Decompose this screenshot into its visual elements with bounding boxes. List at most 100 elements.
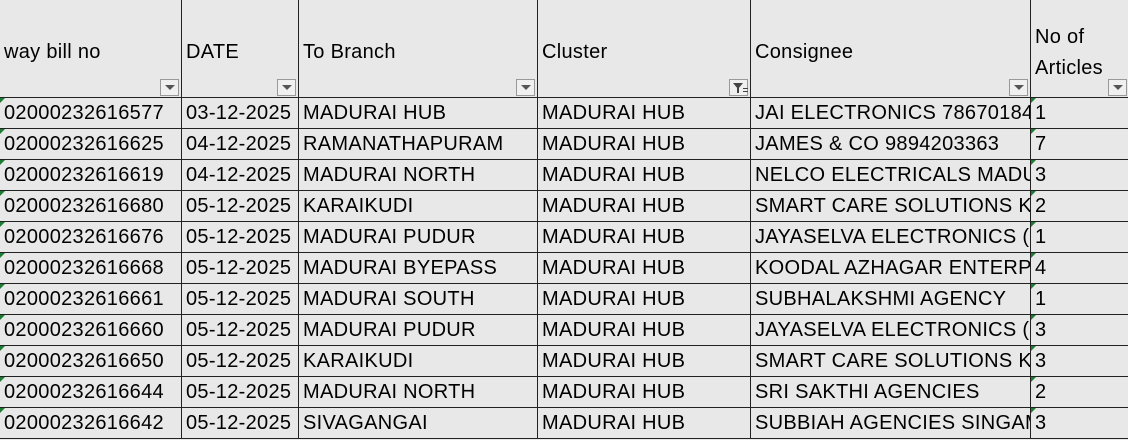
table-cell[interactable]: MADURAI PUDUR [298,314,538,346]
table-cell[interactable]: 02000232616650 [0,345,182,377]
table-cell[interactable]: 02000232616660 [0,314,182,346]
table-cell[interactable]: SUBBIAH AGENCIES SINGAM [750,407,1031,439]
table-cell[interactable]: MADURAI PUDUR [298,221,538,253]
filter-dropdown-button[interactable] [277,79,296,96]
table-cell[interactable]: 05-12-2025 [181,376,299,408]
table-cell[interactable]: 05-12-2025 [181,221,299,253]
table-cell[interactable]: SRI SAKTHI AGENCIES [750,376,1031,408]
cell-value: KOODAL AZHAGAR ENTERPR [755,257,1031,279]
cell-value: MADURAI HUB [542,164,686,186]
number-as-text-indicator-icon [0,98,5,103]
cell-value: KARAIKUDI [303,195,414,217]
table-cell[interactable]: MADURAI HUB [537,252,751,284]
table-cell[interactable]: 02000232616625 [0,128,182,160]
table-cell[interactable]: MADURAI NORTH [298,159,538,191]
table-cell[interactable]: 04-12-2025 [181,159,299,191]
table-cell[interactable]: 02000232616577 [0,97,182,129]
table-cell[interactable]: 1 [1030,283,1128,315]
table-cell[interactable]: 02000232616661 [0,283,182,315]
filter-dropdown-button[interactable] [1108,79,1127,96]
cell-value: MADURAI NORTH [303,164,476,186]
table-cell[interactable]: MADURAI HUB [537,283,751,315]
table-cell[interactable]: 02000232616680 [0,190,182,222]
column-header[interactable]: To Branch [298,0,538,98]
table-cell[interactable]: 05-12-2025 [181,314,299,346]
column-header[interactable]: DATE [181,0,299,98]
table-cell[interactable]: 3 [1030,345,1128,377]
table-row: 02000232616650 05-12-2025 KARAIKUDI MADURAI… [0,345,1128,377]
table-cell[interactable]: 2 [1030,376,1128,408]
cell-value: MADURAI HUB [542,195,686,217]
table-cell[interactable]: 1 [1030,97,1128,129]
table-cell[interactable]: SUBHALAKSHMI AGENCY [750,283,1031,315]
table-cell[interactable]: MADURAI BYEPASS [298,252,538,284]
table-cell[interactable]: JAYASELVA ELECTRONICS ( A [750,314,1031,346]
table-cell[interactable]: MADURAI HUB [537,159,751,191]
table-cell[interactable]: MADURAI HUB [537,376,751,408]
table-cell[interactable]: 3 [1030,314,1128,346]
cell-value: SMART CARE SOLUTIONS KA [755,195,1031,217]
table-cell[interactable]: 2 [1030,190,1128,222]
table-cell[interactable]: MADURAI HUB [537,221,751,253]
table-cell[interactable]: MADURAI SOUTH [298,283,538,315]
table-cell[interactable]: MADURAI HUB [537,190,751,222]
table-cell[interactable]: 05-12-2025 [181,283,299,315]
table-cell[interactable]: JAYASELVA ELECTRONICS ( A [750,221,1031,253]
table-cell[interactable]: 02000232616619 [0,159,182,191]
table-cell[interactable]: 05-12-2025 [181,345,299,377]
cell-value: SMART CARE SOLUTIONS KA [755,350,1031,372]
column-header[interactable]: No of Articles [1030,0,1128,98]
table-cell[interactable]: KOODAL AZHAGAR ENTERPR [750,252,1031,284]
table-cell[interactable]: MADURAI NORTH [298,376,538,408]
table-row: 02000232616577 03-12-2025 MADURAI HUB MADUR… [0,97,1128,129]
table-cell[interactable]: JAI ELECTRONICS 78670184 [750,97,1031,129]
cell-value: MADURAI HUB [542,226,686,248]
table-cell[interactable]: KARAIKUDI [298,190,538,222]
table-row: 02000232616644 05-12-2025 MADURAI NORTH MAD… [0,376,1128,408]
table-cell[interactable]: SMART CARE SOLUTIONS KA [750,345,1031,377]
table-cell[interactable]: 4 [1030,252,1128,284]
cell-value: MADURAI HUB [542,257,686,279]
table-cell[interactable]: JAMES & CO 9894203363 [750,128,1031,160]
table-cell[interactable]: 02000232616668 [0,252,182,284]
table-cell[interactable]: SMART CARE SOLUTIONS KA [750,190,1031,222]
table-cell[interactable]: 02000232616676 [0,221,182,253]
table-cell[interactable]: MADURAI HUB [537,97,751,129]
column-header[interactable]: Consignee [750,0,1031,98]
number-as-text-indicator-icon [1031,284,1036,289]
table-cell[interactable]: 1 [1030,221,1128,253]
number-as-text-indicator-icon [1031,253,1036,258]
number-as-text-indicator-icon [1031,191,1036,196]
table-cell[interactable]: 05-12-2025 [181,407,299,439]
cell-value: 05-12-2025 [186,350,292,372]
table-cell[interactable]: NELCO ELECTRICALS MADU [750,159,1031,191]
table-cell[interactable]: MADURAI HUB [537,407,751,439]
table-cell[interactable]: MADURAI HUB [537,314,751,346]
table-cell[interactable]: 04-12-2025 [181,128,299,160]
table-cell[interactable]: 05-12-2025 [181,252,299,284]
number-as-text-indicator-icon [0,284,5,289]
table-cell[interactable]: MADURAI HUB [537,345,751,377]
table-cell[interactable]: KARAIKUDI [298,345,538,377]
column-header[interactable]: Cluster [537,0,751,98]
number-as-text-indicator-icon [1031,315,1036,320]
table-cell[interactable]: 03-12-2025 [181,97,299,129]
table-cell[interactable]: SIVAGANGAI [298,407,538,439]
table-cell[interactable]: 02000232616644 [0,376,182,408]
table-cell[interactable]: 02000232616642 [0,407,182,439]
table-cell[interactable]: MADURAI HUB [537,128,751,160]
table-cell[interactable]: 3 [1030,159,1128,191]
table-row: 02000232616680 05-12-2025 KARAIKUDI MADURAI… [0,190,1128,222]
filter-dropdown-button[interactable] [516,79,535,96]
table-cell[interactable]: 7 [1030,128,1128,160]
filter-dropdown-button[interactable] [1009,79,1028,96]
filter-dropdown-button[interactable] [160,79,179,96]
table-cell[interactable]: 3 [1030,407,1128,439]
column-header[interactable]: way bill no [0,0,182,98]
table-cell[interactable]: MADURAI HUB [298,97,538,129]
filter-applied-button[interactable] [729,79,748,96]
table-cell[interactable]: RAMANATHAPURAM [298,128,538,160]
cell-value: 02000232616668 [4,257,164,279]
cell-value: 02000232616650 [4,350,164,372]
table-cell[interactable]: 05-12-2025 [181,190,299,222]
